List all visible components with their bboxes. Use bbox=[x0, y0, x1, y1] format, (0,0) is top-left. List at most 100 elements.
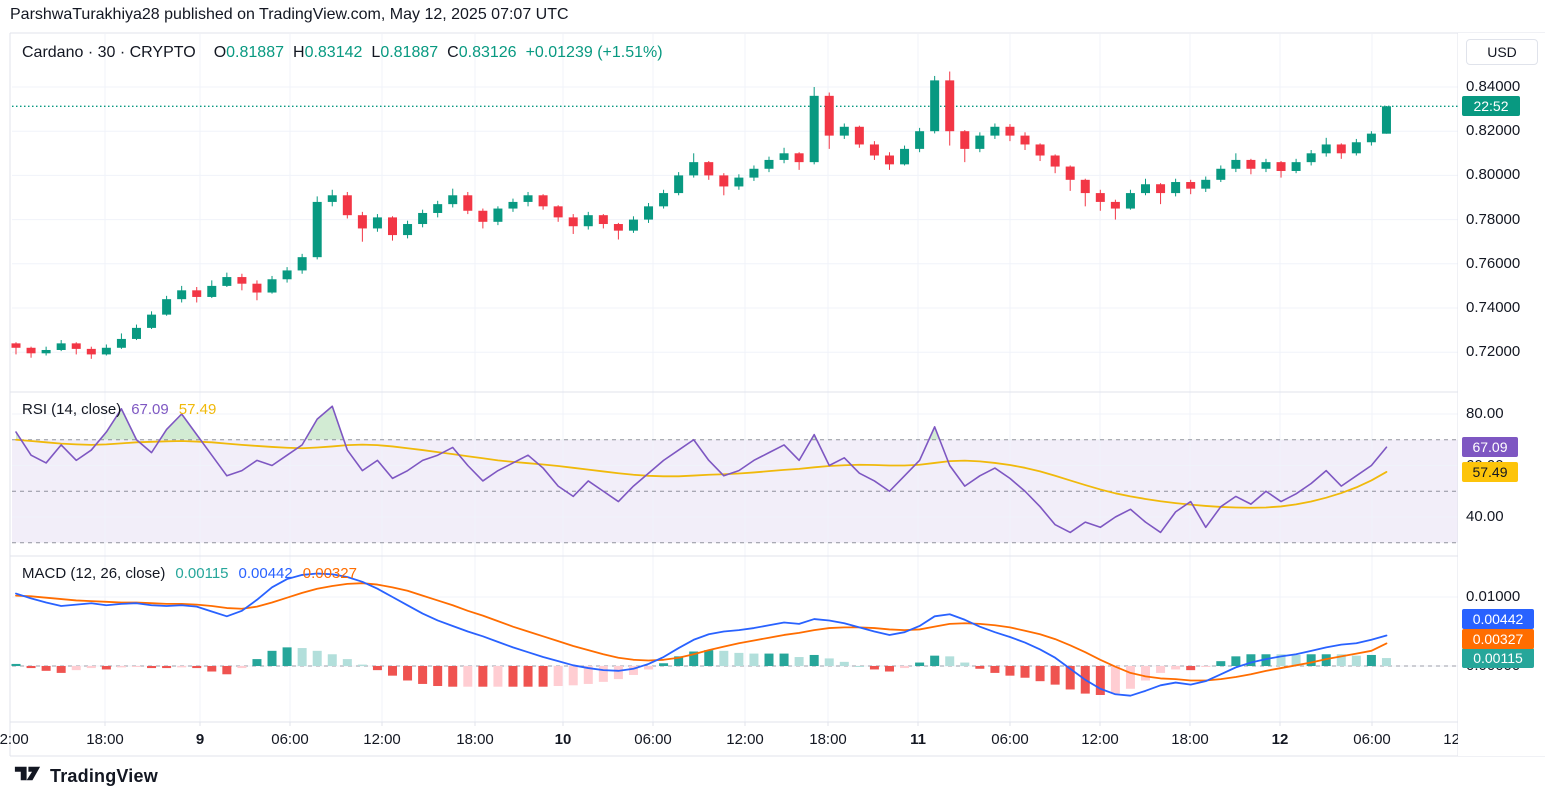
time-tick: 12:00 bbox=[1081, 731, 1119, 748]
price-tick: 0.80000 bbox=[1466, 166, 1521, 184]
macd-value-badge: 0.00442 bbox=[1462, 609, 1534, 630]
macd-tick: 0.01000 bbox=[1466, 588, 1521, 605]
candle bbox=[478, 210, 488, 222]
candle bbox=[147, 314, 157, 328]
indicator-value: 0.00327 bbox=[302, 565, 357, 582]
time-tick-day: 9 bbox=[195, 731, 205, 748]
indicator-value: 0.00115 bbox=[175, 565, 229, 582]
candle bbox=[1080, 179, 1090, 194]
candle bbox=[945, 80, 955, 132]
candle bbox=[1020, 135, 1030, 145]
macd-value-badge: 0.00327 bbox=[1462, 628, 1534, 649]
price-change: +0.01239 (+1.51%) bbox=[525, 44, 663, 61]
price-tick: 0.82000 bbox=[1466, 122, 1521, 140]
candle bbox=[448, 195, 458, 205]
candle bbox=[553, 206, 563, 218]
candle bbox=[1366, 133, 1376, 143]
candle bbox=[342, 195, 352, 216]
candle bbox=[1246, 159, 1256, 169]
rsi-tick: 80.00 bbox=[1466, 405, 1504, 422]
candle bbox=[869, 144, 879, 156]
candle bbox=[116, 338, 126, 348]
candle bbox=[403, 224, 413, 236]
candle bbox=[1351, 142, 1361, 154]
time-tick: 12:00 bbox=[726, 731, 764, 748]
indicator-value: 57.49 bbox=[178, 401, 217, 418]
candle bbox=[1381, 106, 1391, 134]
price-tick: 0.72000 bbox=[1466, 343, 1521, 361]
candle bbox=[1005, 126, 1015, 136]
candle bbox=[523, 195, 533, 202]
candle bbox=[131, 327, 141, 339]
indicator-value: 0.00442 bbox=[238, 565, 293, 582]
tradingview-logo-icon[interactable] bbox=[14, 765, 41, 788]
candle bbox=[824, 95, 834, 136]
publish-info: ParshwaTurakhiya28 published on TradingV… bbox=[10, 6, 569, 23]
candle bbox=[1306, 153, 1316, 163]
candle bbox=[628, 219, 638, 231]
candle bbox=[222, 277, 232, 286]
candle bbox=[779, 153, 789, 160]
candle bbox=[1276, 162, 1286, 171]
candle bbox=[493, 208, 503, 222]
candle bbox=[463, 195, 473, 211]
candle bbox=[41, 349, 51, 354]
candle bbox=[930, 80, 940, 132]
candle bbox=[990, 126, 1000, 136]
rsi-tick: 40.00 bbox=[1466, 508, 1504, 525]
candle bbox=[26, 347, 36, 354]
candle bbox=[372, 217, 382, 229]
candle bbox=[839, 126, 849, 136]
candle bbox=[1231, 159, 1241, 169]
candle bbox=[177, 290, 187, 300]
time-tick-day: 12 bbox=[1271, 731, 1289, 748]
candle bbox=[1321, 144, 1331, 154]
candle bbox=[252, 283, 262, 293]
time-tick: 12:00 bbox=[0, 731, 29, 748]
candle bbox=[659, 193, 669, 207]
candle bbox=[749, 168, 759, 178]
candle bbox=[704, 162, 714, 176]
time-tick: 06:00 bbox=[634, 731, 672, 748]
candle bbox=[1065, 166, 1075, 180]
candle bbox=[237, 277, 247, 284]
ohlc-o: O0.81887 bbox=[213, 44, 284, 61]
candle bbox=[1171, 182, 1181, 194]
candle bbox=[1261, 162, 1271, 169]
candle bbox=[719, 175, 729, 187]
candle bbox=[71, 343, 81, 349]
candle bbox=[583, 215, 593, 227]
candle bbox=[794, 153, 804, 163]
candle bbox=[357, 215, 367, 229]
tradingview-brand[interactable]: TradingView bbox=[50, 766, 158, 786]
candle bbox=[1156, 184, 1166, 194]
candle bbox=[734, 177, 744, 187]
candle bbox=[433, 204, 443, 213]
candle bbox=[975, 135, 985, 149]
candle bbox=[644, 206, 654, 220]
candle bbox=[1141, 184, 1150, 194]
time-tick: 06:00 bbox=[271, 731, 309, 748]
candle bbox=[538, 195, 548, 207]
candle bbox=[388, 217, 397, 236]
time-tick-day: 11 bbox=[910, 731, 926, 748]
candle bbox=[598, 215, 608, 225]
candle bbox=[508, 201, 518, 209]
candle bbox=[207, 285, 217, 297]
candle bbox=[960, 131, 970, 149]
candle bbox=[327, 195, 337, 202]
time-scale[interactable]: 12:00 18:00 9 06:00 12:00 18:00 10 06:00 12:00 18… bbox=[0, 722, 1478, 755]
candle bbox=[900, 148, 910, 165]
price-tick: 0.76000 bbox=[1466, 254, 1521, 272]
candle bbox=[689, 162, 699, 176]
candle bbox=[809, 95, 819, 163]
currency-toggle-button[interactable]: USD bbox=[1466, 39, 1538, 65]
price-scale[interactable]: USD 0.84000 0.82000 0.80000 0.78000 0.76000 0… bbox=[1458, 33, 1553, 756]
candle bbox=[1336, 144, 1346, 154]
ohlc-h: H0.83142 bbox=[293, 44, 363, 61]
candle bbox=[674, 175, 684, 194]
time-tick: 06:00 bbox=[991, 731, 1029, 748]
rsi-legend: RSI (14, close) 67.09 57.49 bbox=[22, 401, 216, 418]
candle bbox=[297, 257, 307, 271]
